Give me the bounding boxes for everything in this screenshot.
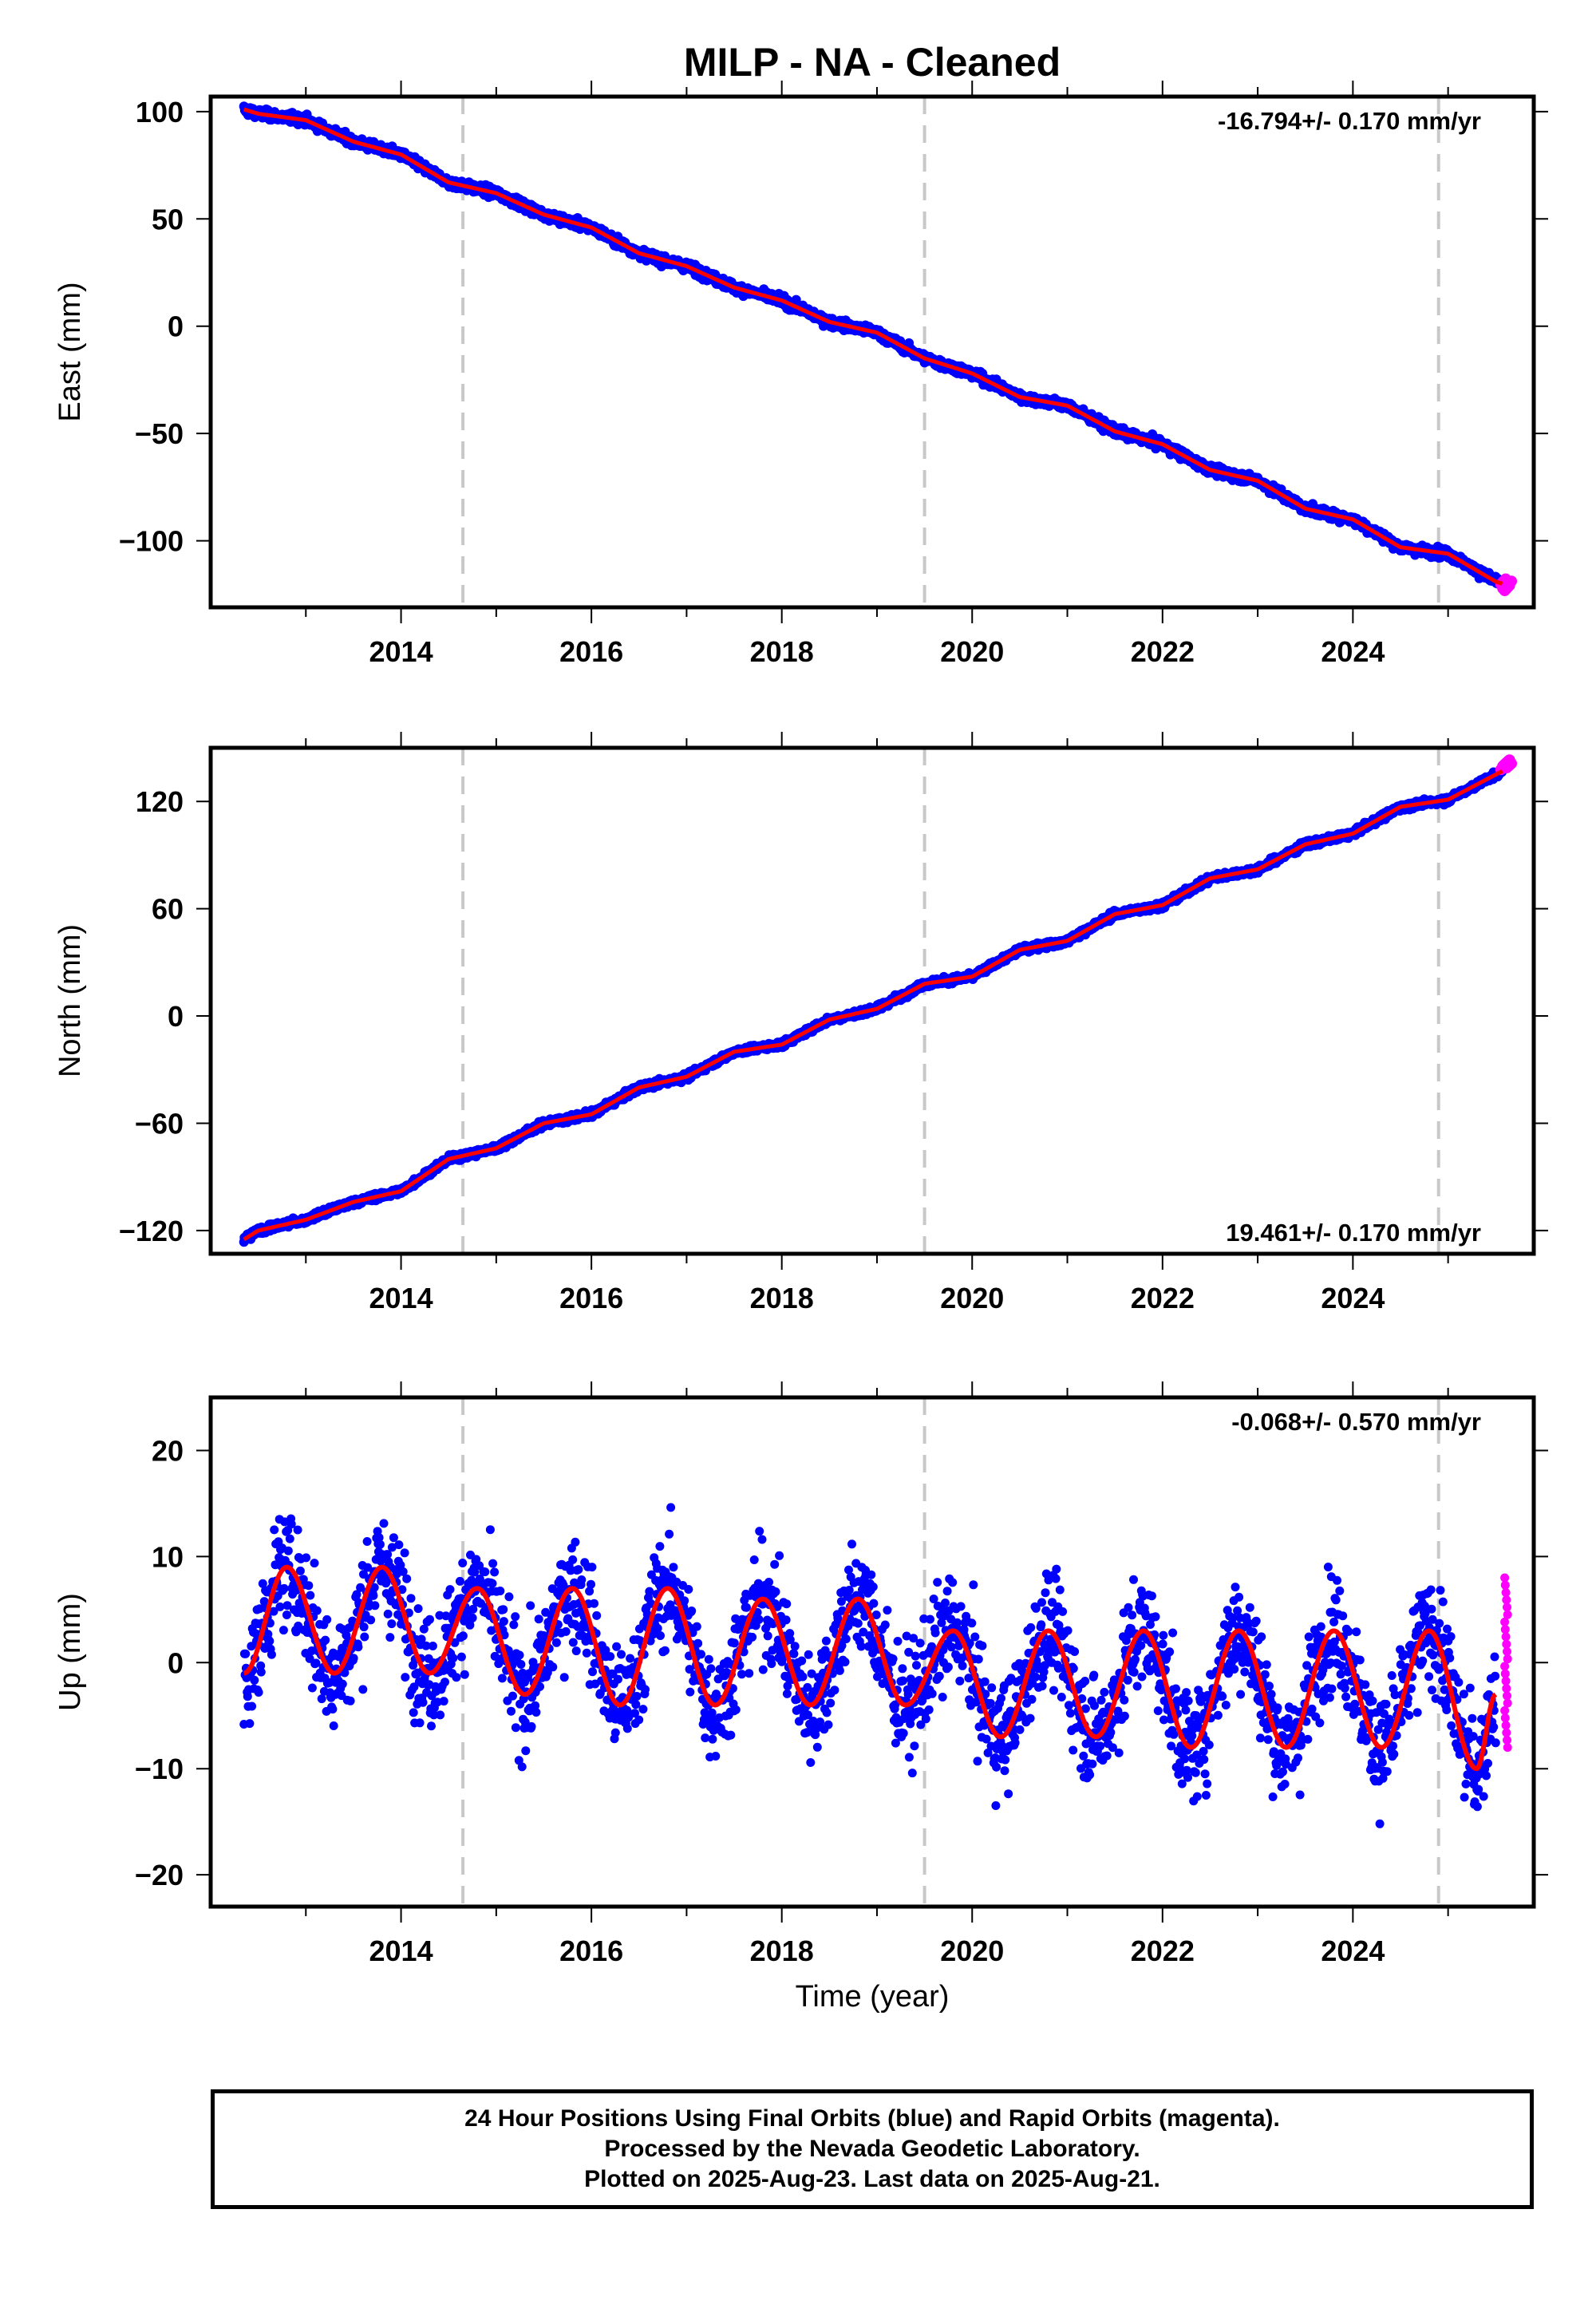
- x-tick-label: 2022: [1131, 1282, 1195, 1314]
- y-tick-label: 60: [152, 893, 184, 926]
- x-tick-label: 2014: [369, 1282, 433, 1314]
- y-tick-label: 0: [168, 1000, 184, 1033]
- y-tick-label: 0: [168, 310, 184, 343]
- model-fit-line: [243, 107, 1503, 586]
- time-series-figure: MILP - NA - Cleaned 2014 2016 2018 2020 2022…: [53, 40, 1548, 2014]
- east-panel: 2014 2016 2018 2020 2022 2024 100 50 0 −50 −100 Eas…: [53, 81, 1548, 668]
- x-tick-label: 2016: [559, 635, 623, 668]
- chart-title: MILP - NA - Cleaned: [684, 40, 1061, 85]
- x-tick-label: 2022: [1131, 635, 1195, 668]
- x-tick-label: 2018: [750, 1282, 814, 1314]
- plot-frame: [208, 94, 1536, 610]
- rapid-orbit-points: [1495, 573, 1517, 596]
- y-tick-label: −60: [135, 1107, 184, 1140]
- y-tick-label: −50: [135, 417, 184, 450]
- x-tick-label: 2024: [1321, 1282, 1385, 1314]
- y-tick-label: −100: [119, 525, 184, 558]
- x-tick-label: 2016: [559, 1282, 623, 1314]
- y-tick-label: 50: [152, 203, 184, 235]
- x-tick-label: 2020: [940, 635, 1004, 668]
- final-orbit-points: [239, 101, 1507, 591]
- x-tick-label: 2020: [940, 1282, 1004, 1314]
- y-tick-label: 100: [136, 96, 184, 128]
- velocity-label: -16.794+/- 0.170 mm/yr: [1218, 107, 1481, 135]
- y-tick-label: −120: [119, 1215, 184, 1247]
- rapid-point: [1506, 575, 1517, 587]
- north-panel: 2014 2016 2018 2020 2022 2024 120 60 0 −60 −120 Nor…: [53, 732, 1548, 1314]
- y-axis-label: East (mm): [53, 282, 87, 421]
- x-tick-label: 2014: [369, 635, 433, 668]
- y-tick-label: 120: [136, 785, 184, 818]
- x-tick-label: 2024: [1321, 635, 1385, 668]
- x-tick-label: 2018: [750, 635, 814, 668]
- y-axis-label: North (mm): [53, 924, 87, 1077]
